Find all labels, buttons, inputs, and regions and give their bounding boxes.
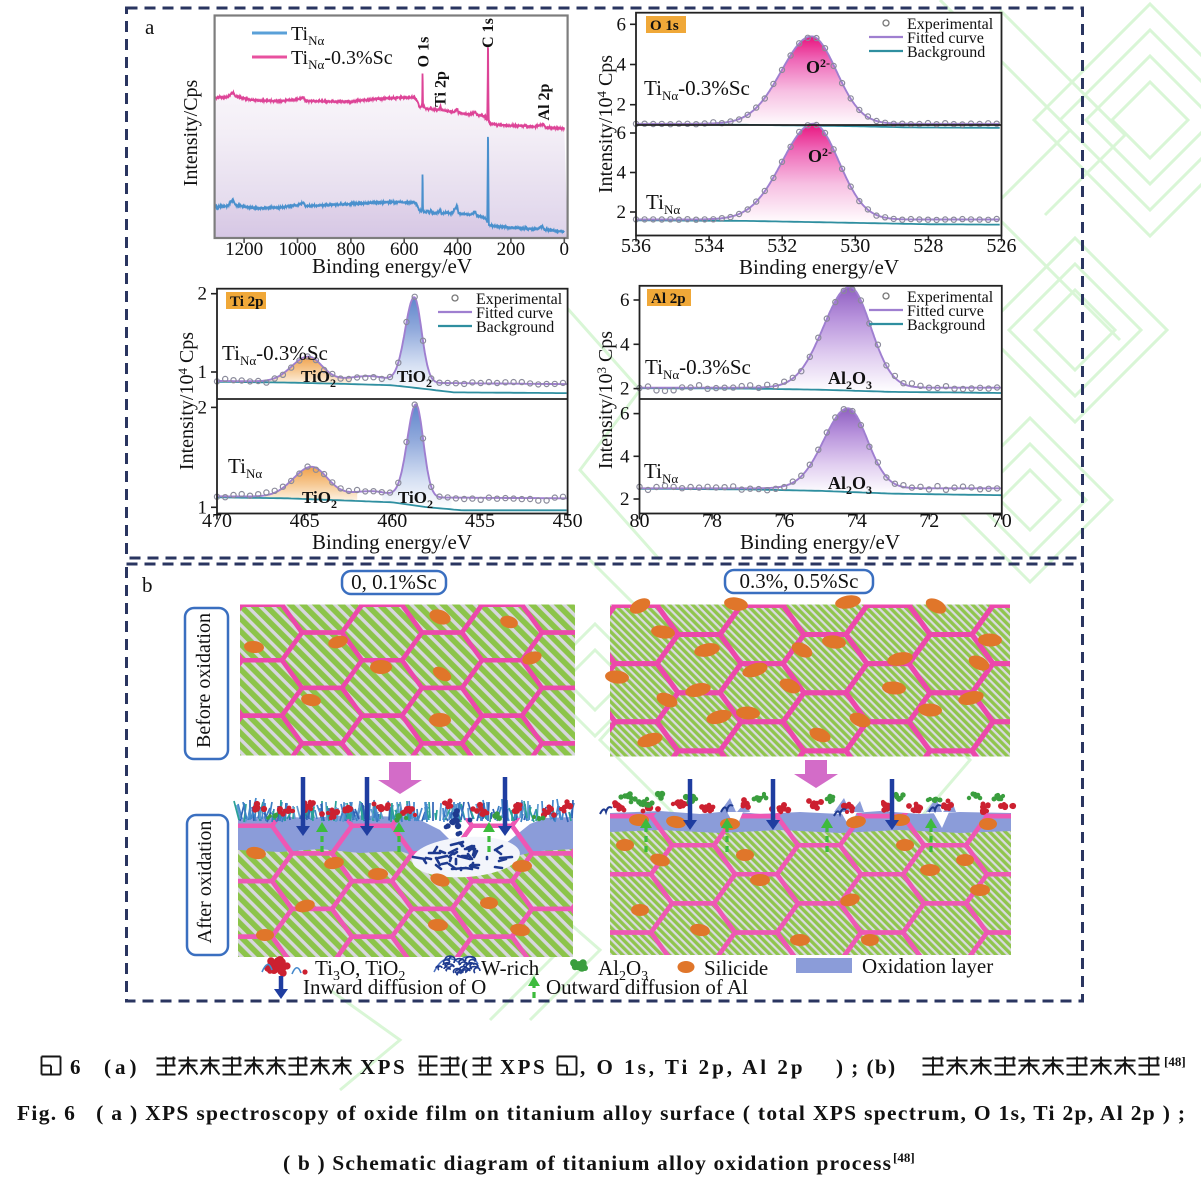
svg-text:(: ( <box>461 1055 468 1079</box>
svg-text:470: 470 <box>202 510 232 532</box>
svg-text:455: 455 <box>465 510 495 532</box>
svg-text:O 1s: O 1s <box>416 37 433 68</box>
svg-text:Background: Background <box>907 317 985 334</box>
svg-text:TiNα: TiNα <box>291 23 324 48</box>
svg-text:2: 2 <box>620 489 630 510</box>
svg-text:2: 2 <box>198 397 208 418</box>
svg-text:76: 76 <box>774 510 794 532</box>
svg-text:Background: Background <box>907 44 985 61</box>
svg-text:80: 80 <box>630 510 650 532</box>
svg-text:0: 0 <box>560 239 570 260</box>
svg-text:C 1s: C 1s <box>480 18 497 48</box>
svg-text:TiO2: TiO2 <box>397 367 432 390</box>
svg-text:0, 0.1%Sc: 0, 0.1%Sc <box>351 570 437 594</box>
svg-text:2: 2 <box>620 379 630 400</box>
svg-text:2: 2 <box>617 95 627 116</box>
svg-text:[48]: [48] <box>1164 1054 1186 1069</box>
svg-text:Fitted curve: Fitted curve <box>476 305 553 322</box>
svg-text:W-rich: W-rich <box>481 956 540 980</box>
svg-text:1200: 1200 <box>225 239 263 260</box>
svg-text:70: 70 <box>992 510 1012 532</box>
svg-text:4: 4 <box>620 446 630 467</box>
svg-text:TiO2: TiO2 <box>302 488 337 511</box>
svg-text:6: 6 <box>620 404 630 425</box>
svg-text:TiNα-0.3%Sc: TiNα-0.3%Sc <box>291 47 393 72</box>
svg-text:78: 78 <box>702 510 722 532</box>
svg-text:Binding energy/eV: Binding energy/eV <box>312 254 472 278</box>
svg-text:TiNα-0.3%Sc: TiNα-0.3%Sc <box>644 76 750 103</box>
svg-text:TiNα-0.3%Sc: TiNα-0.3%Sc <box>222 341 328 368</box>
svg-text:534: 534 <box>694 235 724 257</box>
svg-text:1: 1 <box>198 497 208 518</box>
svg-text:800: 800 <box>337 239 366 260</box>
svg-text:Ti3O, TiO2: Ti3O, TiO2 <box>315 956 405 984</box>
svg-text:) ; (b): ) ; (b) <box>836 1055 897 1079</box>
svg-text:Binding energy/eV: Binding energy/eV <box>312 530 472 554</box>
svg-text:TiO2: TiO2 <box>398 488 433 511</box>
svg-text:Inward diffusion of O: Inward diffusion of O <box>303 975 486 999</box>
svg-text:, O 1s, Ti 2p, Al 2p: , O 1s, Ti 2p, Al 2p <box>580 1055 806 1079</box>
svg-text:O 1s: O 1s <box>650 18 679 34</box>
svg-text:536: 536 <box>621 235 651 257</box>
svg-text:2: 2 <box>198 284 208 305</box>
svg-text:Binding energy/eV: Binding energy/eV <box>740 530 900 554</box>
svg-text:Background: Background <box>476 319 554 336</box>
svg-text:Before oxidation: Before oxidation <box>193 613 215 748</box>
svg-text:Intensity/Cps: Intensity/Cps <box>180 79 202 186</box>
svg-text:532: 532 <box>767 235 797 257</box>
svg-text:6: 6 <box>70 1055 81 1079</box>
svg-text:6: 6 <box>617 14 627 35</box>
svg-text:Ti 2p: Ti 2p <box>433 71 450 107</box>
svg-text:TiNα: TiNα <box>644 459 678 486</box>
svg-text:530: 530 <box>840 235 870 257</box>
svg-text:Outward diffusion of Al: Outward diffusion of Al <box>546 975 748 999</box>
svg-text:Ti 2p: Ti 2p <box>230 294 264 310</box>
svg-text:6: 6 <box>620 290 630 311</box>
svg-text:4: 4 <box>617 55 627 76</box>
svg-text:b: b <box>142 573 153 597</box>
svg-text:XPS: XPS <box>500 1055 547 1079</box>
svg-text:465: 465 <box>290 510 320 532</box>
svg-text:Fitted curve: Fitted curve <box>907 303 984 320</box>
svg-text:XPS: XPS <box>360 1055 407 1079</box>
svg-text:4: 4 <box>617 163 627 184</box>
svg-text:2: 2 <box>617 202 627 223</box>
svg-text:TiO2: TiO2 <box>301 367 336 390</box>
svg-text:74: 74 <box>847 510 867 532</box>
svg-text:600: 600 <box>390 239 419 260</box>
svg-text:After oxidation: After oxidation <box>194 821 216 944</box>
svg-text:460: 460 <box>377 510 407 532</box>
svg-text:0.3%, 0.5%Sc: 0.3%, 0.5%Sc <box>740 569 859 593</box>
svg-text:Intensity/103 Cps: Intensity/103 Cps <box>594 331 617 469</box>
svg-text:[48]: [48] <box>893 1150 915 1165</box>
svg-text:528: 528 <box>913 235 943 257</box>
svg-text:Binding energy/eV: Binding energy/eV <box>739 255 899 279</box>
svg-text:400: 400 <box>443 239 472 260</box>
svg-text:TiNα: TiNα <box>228 454 262 481</box>
svg-text:TiNα-0.3%Sc: TiNα-0.3%Sc <box>645 355 751 382</box>
svg-text:Oxidation layer: Oxidation layer <box>862 954 993 978</box>
svg-text:4: 4 <box>620 334 630 355</box>
svg-text:Silicide: Silicide <box>704 956 768 980</box>
svg-text:Experimental: Experimental <box>907 289 994 306</box>
svg-text:1: 1 <box>198 362 208 383</box>
svg-text:200: 200 <box>497 239 526 260</box>
svg-text:Intensity/104 Cps: Intensity/104 Cps <box>594 55 617 193</box>
svg-text:(a): (a) <box>104 1055 141 1079</box>
svg-text:Experimental: Experimental <box>907 16 994 33</box>
svg-text:( b ) Schematic diagram of tit: ( b ) Schematic diagram of titanium allo… <box>283 1151 891 1175</box>
svg-text:1000: 1000 <box>279 239 317 260</box>
svg-text:Intensity/104 Cps: Intensity/104 Cps <box>175 332 198 470</box>
svg-text:Al 2p: Al 2p <box>651 291 686 307</box>
svg-text:Experimental: Experimental <box>476 291 563 308</box>
svg-text:Al 2p: Al 2p <box>536 83 553 120</box>
svg-text:a: a <box>145 15 155 39</box>
svg-text:Fig. 6 ( a ) XPS spectroscop: Fig. 6 ( a ) XPS spectroscopy of oxide f… <box>17 1101 1185 1125</box>
svg-text:526: 526 <box>987 235 1017 257</box>
svg-text:450: 450 <box>553 510 583 532</box>
svg-text:Fitted curve: Fitted curve <box>907 30 984 47</box>
svg-text:6: 6 <box>617 123 627 144</box>
svg-text:72: 72 <box>919 510 939 532</box>
